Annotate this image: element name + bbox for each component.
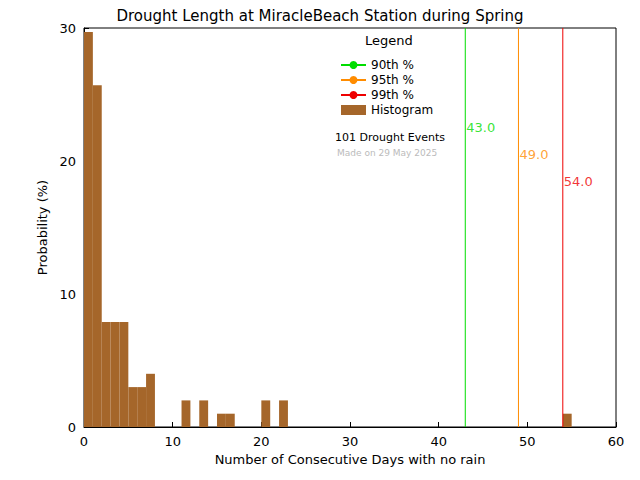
svg-text:Probability (%): Probability (%)	[35, 180, 50, 275]
svg-text:10: 10	[164, 434, 181, 449]
svg-text:40: 40	[430, 434, 447, 449]
svg-text:Made on 29 May 2025: Made on 29 May 2025	[337, 148, 437, 158]
svg-text:49.0: 49.0	[519, 147, 548, 162]
svg-text:90th %: 90th %	[371, 58, 414, 72]
svg-text:Histogram: Histogram	[371, 103, 433, 117]
svg-text:10: 10	[59, 287, 76, 302]
svg-text:0: 0	[80, 434, 88, 449]
svg-text:60: 60	[608, 434, 625, 449]
svg-text:43.0: 43.0	[466, 120, 495, 135]
svg-text:Number of Consecutive Days wit: Number of Consecutive Days with no rain	[215, 452, 486, 467]
svg-text:50: 50	[519, 434, 536, 449]
svg-text:54.0: 54.0	[564, 174, 593, 189]
svg-text:20: 20	[253, 434, 270, 449]
svg-text:30: 30	[342, 434, 359, 449]
svg-text:0: 0	[68, 420, 76, 435]
svg-text:95th %: 95th %	[371, 73, 414, 87]
svg-text:30: 30	[59, 21, 76, 36]
svg-text:Drought Length at MiracleBeach: Drought Length at MiracleBeach Station d…	[116, 7, 523, 25]
svg-text:Legend: Legend	[365, 33, 413, 48]
svg-text:101 Drought Events: 101 Drought Events	[335, 131, 445, 144]
svg-text:20: 20	[59, 154, 76, 169]
svg-text:99th %: 99th %	[371, 88, 414, 102]
